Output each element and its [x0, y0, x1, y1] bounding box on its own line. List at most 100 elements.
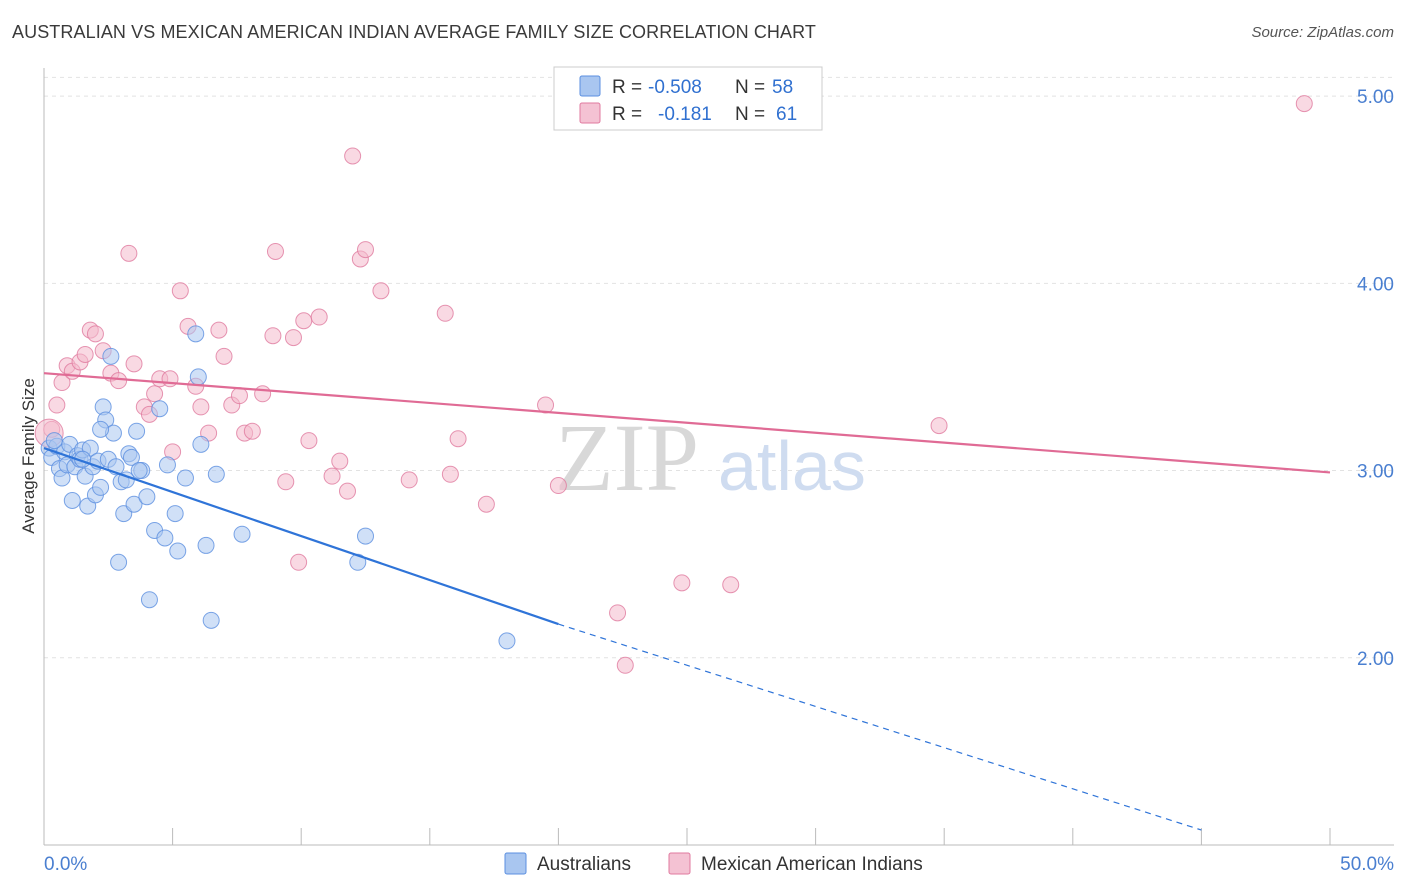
australians-point [197, 536, 215, 554]
stats-r-label-2: R = [612, 104, 642, 125]
stats-legend: R = -0.508 N = 58 R = -0.181 N = 61 [553, 66, 823, 131]
watermark: ZIP atlas [555, 404, 866, 511]
australians-point [233, 525, 251, 543]
grid-lines [44, 76, 1394, 659]
australians-point [128, 422, 146, 440]
australians-point [207, 465, 225, 483]
mexican-american-indians-point [243, 422, 261, 440]
mexican-american-indians-point [76, 345, 94, 363]
stats-r-label-1: R = [612, 77, 642, 98]
mexican-american-indians-point [549, 477, 567, 495]
legend-swatch-mexican-american-indians [668, 852, 691, 875]
mexican-american-indians-point [537, 396, 555, 414]
mexican-american-indians-point [310, 308, 328, 326]
australians-point [92, 478, 110, 496]
australians-point [202, 611, 220, 629]
australians-point [166, 505, 184, 523]
mexican-american-indians-point [477, 495, 495, 513]
mexican-american-indians-point [120, 244, 138, 262]
mexican-american-indians-point [930, 417, 948, 435]
mexican-american-indians-point [215, 347, 233, 365]
stats-r-value-2: -0.181 [658, 104, 712, 125]
mexican-american-indians-point [323, 467, 341, 485]
mexican-american-indians-point [290, 553, 308, 571]
y-tick-label: 2.00 [1357, 649, 1394, 670]
australians-point [151, 400, 169, 418]
australians-point [122, 448, 140, 466]
mexican-american-indians-point [86, 325, 104, 343]
mexican-american-indians-point [230, 387, 248, 405]
mexican-american-indians-point [441, 465, 459, 483]
series-mexican-american-indians-points [34, 95, 1313, 674]
mexican-american-indians-point [277, 473, 295, 491]
mexican-american-indians-point [357, 241, 374, 259]
australians-point [92, 420, 110, 438]
australians-trend-extension [558, 623, 1202, 831]
mexican-american-indians-point [171, 282, 189, 300]
australians-point [45, 432, 63, 450]
x-tick-min: 0.0% [44, 854, 87, 875]
australians-point [140, 591, 158, 609]
stats-n-value-2: 61 [776, 104, 797, 125]
australians-point [125, 495, 143, 513]
y-tick-label: 3.00 [1357, 462, 1394, 483]
stats-n-label-2: N = [735, 104, 765, 125]
mexican-american-indians-point [295, 312, 313, 330]
mexican-american-indians-point [616, 656, 634, 674]
mexican-american-indians-point [125, 355, 143, 373]
stats-swatch-pink [579, 102, 601, 124]
legend-label-mexican-american-indians: Mexican American Indians [701, 854, 923, 875]
mexican-american-indians-point [722, 576, 740, 594]
mexican-american-indians-point [609, 604, 627, 622]
stats-r-value-1: -0.508 [648, 77, 702, 98]
australians-point [357, 527, 374, 545]
australians-trend-line [43, 447, 559, 626]
mexican-american-indians-point [192, 398, 210, 416]
australians-point [498, 632, 516, 650]
mexican-american-indians-point [266, 242, 284, 260]
mexican-american-indians-point [300, 432, 318, 450]
trend-lines [43, 372, 1331, 831]
mexican-american-indians-point [331, 452, 349, 470]
australians-point [130, 462, 148, 480]
mexican-american-indians-point [146, 385, 164, 403]
mexican-american-indians-point [48, 396, 66, 414]
chart-title: AUSTRALIAN VS MEXICAN AMERICAN INDIAN AV… [12, 22, 816, 42]
australians-point [187, 325, 205, 343]
mexican-american-indians-point [210, 321, 228, 339]
mexican-american-indians-point [344, 147, 362, 165]
stats-n-label-1: N = [735, 77, 765, 98]
y-axis-tick-labels: 2.00 3.00 4.00 5.00 [1357, 87, 1394, 670]
mexican-american-indians-point [1295, 95, 1313, 113]
x-tick-max: 50.0% [1340, 854, 1394, 875]
mexican-american-indians-point [436, 304, 454, 322]
mexican-american-indians-point [254, 385, 272, 403]
y-tick-label: 5.00 [1357, 87, 1394, 108]
mexican-american-indians-trend-line [43, 372, 1331, 474]
watermark-zip: ZIP [555, 404, 699, 511]
legend-swatch-australians [504, 852, 527, 875]
mexican-american-indians-point [449, 430, 467, 448]
australians-point [156, 529, 174, 547]
australians-point [102, 347, 120, 365]
australians-point [169, 542, 187, 560]
australians-point [158, 456, 176, 474]
mexican-american-indians-point [264, 327, 282, 345]
mexican-american-indians-point [372, 282, 390, 300]
mexican-american-indians-point [673, 574, 691, 592]
series-legend: Australians Mexican American Indians [504, 852, 923, 875]
legend-label-australians: Australians [537, 854, 631, 875]
australians-point [176, 469, 194, 487]
stats-swatch-blue [579, 75, 601, 97]
x-axis-ticks [43, 828, 1331, 845]
source-note: Source: ZipAtlas.com [1251, 24, 1394, 41]
mexican-american-indians-point [338, 482, 356, 500]
y-axis-label: Average Family Size [19, 378, 38, 534]
mexican-american-indians-point [284, 329, 302, 347]
stats-n-value-1: 58 [772, 77, 793, 98]
mexican-american-indians-point [110, 372, 128, 390]
mexican-american-indians-point [400, 471, 418, 489]
y-tick-label: 4.00 [1357, 274, 1394, 295]
australians-point [110, 553, 128, 571]
